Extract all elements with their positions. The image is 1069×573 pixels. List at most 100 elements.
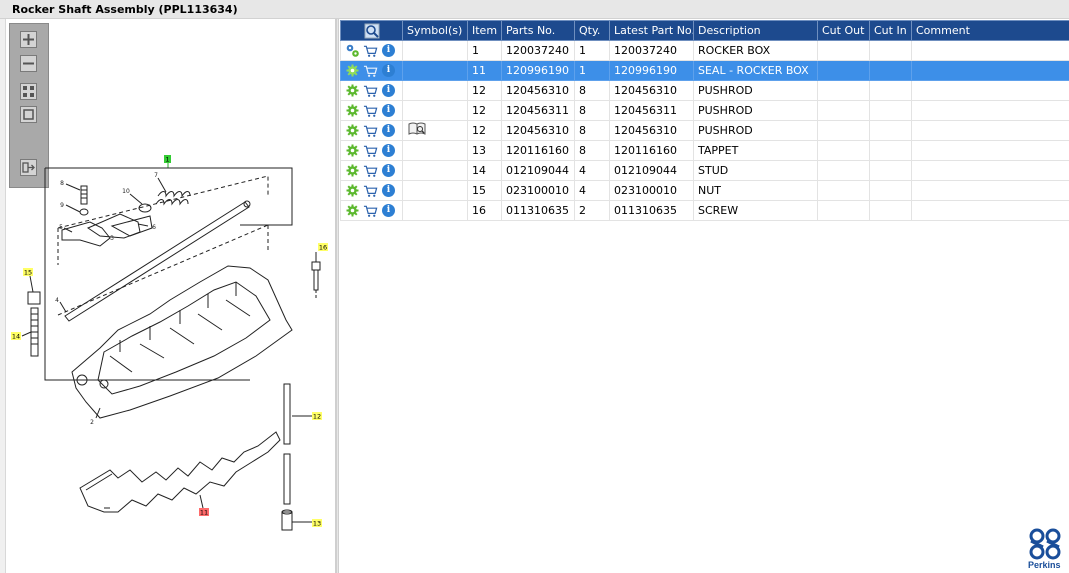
pane-splitter[interactable] bbox=[336, 19, 339, 573]
info-icon[interactable]: i bbox=[381, 163, 396, 178]
exploded-parts-diagram[interactable]: 1 16 15 14 12 13 11 8 9 7 10 5 6 3 4 2 bbox=[6, 140, 334, 535]
description-cell: PUSHROD bbox=[693, 120, 818, 141]
callout-12[interactable] bbox=[312, 412, 322, 420]
gear-icon[interactable] bbox=[345, 63, 360, 78]
symbol-cell bbox=[402, 60, 468, 81]
info-icon[interactable]: i bbox=[381, 123, 396, 138]
callout-16[interactable] bbox=[318, 243, 328, 251]
fit-all-button[interactable] bbox=[20, 83, 37, 100]
cut-out-cell bbox=[817, 60, 870, 81]
cut-in-cell bbox=[869, 100, 912, 121]
row-actions-cell: i bbox=[340, 80, 403, 101]
row-actions-cell: i bbox=[340, 100, 403, 121]
gear-icon[interactable] bbox=[345, 203, 360, 218]
symbol-cell bbox=[402, 100, 468, 121]
info-icon[interactable]: i bbox=[381, 63, 396, 78]
comment-cell bbox=[911, 180, 1069, 201]
info-icon[interactable]: i bbox=[381, 103, 396, 118]
cut-out-cell bbox=[817, 200, 870, 221]
table-row[interactable]: i 12 120456310 8 120456310 PUSHROD bbox=[340, 80, 1069, 101]
add-to-cart-icon[interactable] bbox=[363, 103, 378, 118]
description-cell: PUSHROD bbox=[693, 80, 818, 101]
callout-15[interactable] bbox=[23, 268, 33, 276]
item-cell: 13 bbox=[467, 140, 502, 161]
column-header-latest-part-no[interactable]: Latest Part No. bbox=[609, 20, 694, 41]
description-cell: SEAL - ROCKER BOX bbox=[693, 60, 818, 81]
illustration-pane[interactable] bbox=[0, 19, 336, 573]
info-icon[interactable]: i bbox=[381, 143, 396, 158]
info-icon[interactable]: i bbox=[381, 83, 396, 98]
add-to-cart-icon[interactable] bbox=[363, 63, 378, 78]
callout-13[interactable] bbox=[312, 519, 322, 527]
callout-14-label: 14 bbox=[12, 333, 20, 341]
book-icon[interactable] bbox=[407, 122, 427, 137]
callout-14[interactable] bbox=[11, 332, 21, 340]
add-to-cart-icon[interactable] bbox=[363, 123, 378, 138]
table-row[interactable]: i 14 012109044 4 012109044 STUD bbox=[340, 160, 1069, 181]
callout-1-label: 1 bbox=[165, 156, 169, 164]
cut-out-cell bbox=[817, 120, 870, 141]
zoom-out-button[interactable] bbox=[20, 55, 37, 72]
table-row[interactable]: i 1 120037240 1 120037240 ROCKER BOX bbox=[340, 40, 1069, 61]
part-label: 2 bbox=[90, 419, 94, 426]
left-edge-strip bbox=[0, 19, 6, 573]
fit-window-button[interactable] bbox=[20, 106, 37, 123]
info-icon[interactable]: i bbox=[381, 183, 396, 198]
column-header-description[interactable]: Description bbox=[693, 20, 818, 41]
assembly-gears-icon[interactable] bbox=[345, 43, 360, 58]
gear-icon[interactable] bbox=[345, 163, 360, 178]
column-header-cut-in[interactable]: Cut In bbox=[869, 20, 912, 41]
description-cell: TAPPET bbox=[693, 140, 818, 161]
latest-part-no-cell: 120996190 bbox=[609, 60, 694, 81]
gear-icon[interactable] bbox=[345, 143, 360, 158]
column-header-symbols[interactable]: Symbol(s) bbox=[402, 20, 468, 41]
column-header-comment[interactable]: Comment bbox=[911, 20, 1069, 41]
add-to-cart-icon[interactable] bbox=[363, 203, 378, 218]
info-icon[interactable]: i bbox=[381, 43, 396, 58]
table-row[interactable]: i 15 023100010 4 023100010 NUT bbox=[340, 180, 1069, 201]
column-header-cut-out[interactable]: Cut Out bbox=[817, 20, 870, 41]
latest-part-no-cell: 120456310 bbox=[609, 80, 694, 101]
add-to-cart-icon[interactable] bbox=[363, 43, 378, 58]
qty-cell: 4 bbox=[574, 180, 610, 201]
add-to-cart-icon[interactable] bbox=[363, 143, 378, 158]
export-button[interactable] bbox=[20, 159, 37, 176]
parts-no-cell: 011310635 bbox=[501, 200, 575, 221]
gear-icon[interactable] bbox=[345, 183, 360, 198]
add-to-cart-icon[interactable] bbox=[363, 163, 378, 178]
column-header-tools[interactable] bbox=[340, 20, 403, 41]
table-row[interactable]: i 12 120456310 8 120456310 PUSHROD bbox=[340, 120, 1069, 141]
column-header-item[interactable]: Item bbox=[467, 20, 502, 41]
add-to-cart-icon[interactable] bbox=[363, 83, 378, 98]
column-header-qty[interactable]: Qty. bbox=[574, 20, 610, 41]
part-label: 3 bbox=[110, 235, 114, 242]
zoom-in-button[interactable] bbox=[20, 31, 37, 48]
part-label: 5 bbox=[59, 224, 63, 231]
qty-cell: 1 bbox=[574, 40, 610, 61]
add-to-cart-icon[interactable] bbox=[363, 183, 378, 198]
cut-out-cell bbox=[817, 40, 870, 61]
cut-out-cell bbox=[817, 100, 870, 121]
callout-11-label: 11 bbox=[200, 509, 208, 517]
symbol-cell bbox=[402, 200, 468, 221]
callout-11[interactable] bbox=[199, 508, 209, 516]
parts-grid-pane: Symbol(s) Item Parts No. Qty. Latest Par… bbox=[340, 19, 1069, 573]
gear-icon[interactable] bbox=[345, 123, 360, 138]
table-row[interactable]: i 16 011310635 2 011310635 SCREW bbox=[340, 200, 1069, 221]
comment-cell bbox=[911, 60, 1069, 81]
cut-out-cell bbox=[817, 180, 870, 201]
gear-icon[interactable] bbox=[345, 83, 360, 98]
zoom-toolbar bbox=[9, 23, 49, 188]
latest-part-no-cell: 120456311 bbox=[609, 100, 694, 121]
callout-12-label: 12 bbox=[313, 413, 321, 421]
column-header-parts-no[interactable]: Parts No. bbox=[501, 20, 575, 41]
callout-1[interactable] bbox=[164, 155, 171, 163]
table-row[interactable]: i 12 120456311 8 120456311 PUSHROD bbox=[340, 100, 1069, 121]
table-row[interactable]: i 11 120996190 1 120996190 SEAL - ROCKER… bbox=[340, 60, 1069, 81]
item-cell: 15 bbox=[467, 180, 502, 201]
table-row[interactable]: i 13 120116160 8 120116160 TAPPET bbox=[340, 140, 1069, 161]
info-icon[interactable]: i bbox=[381, 203, 396, 218]
perkins-logo-icon bbox=[1029, 528, 1061, 560]
row-actions-cell: i bbox=[340, 160, 403, 181]
gear-icon[interactable] bbox=[345, 103, 360, 118]
